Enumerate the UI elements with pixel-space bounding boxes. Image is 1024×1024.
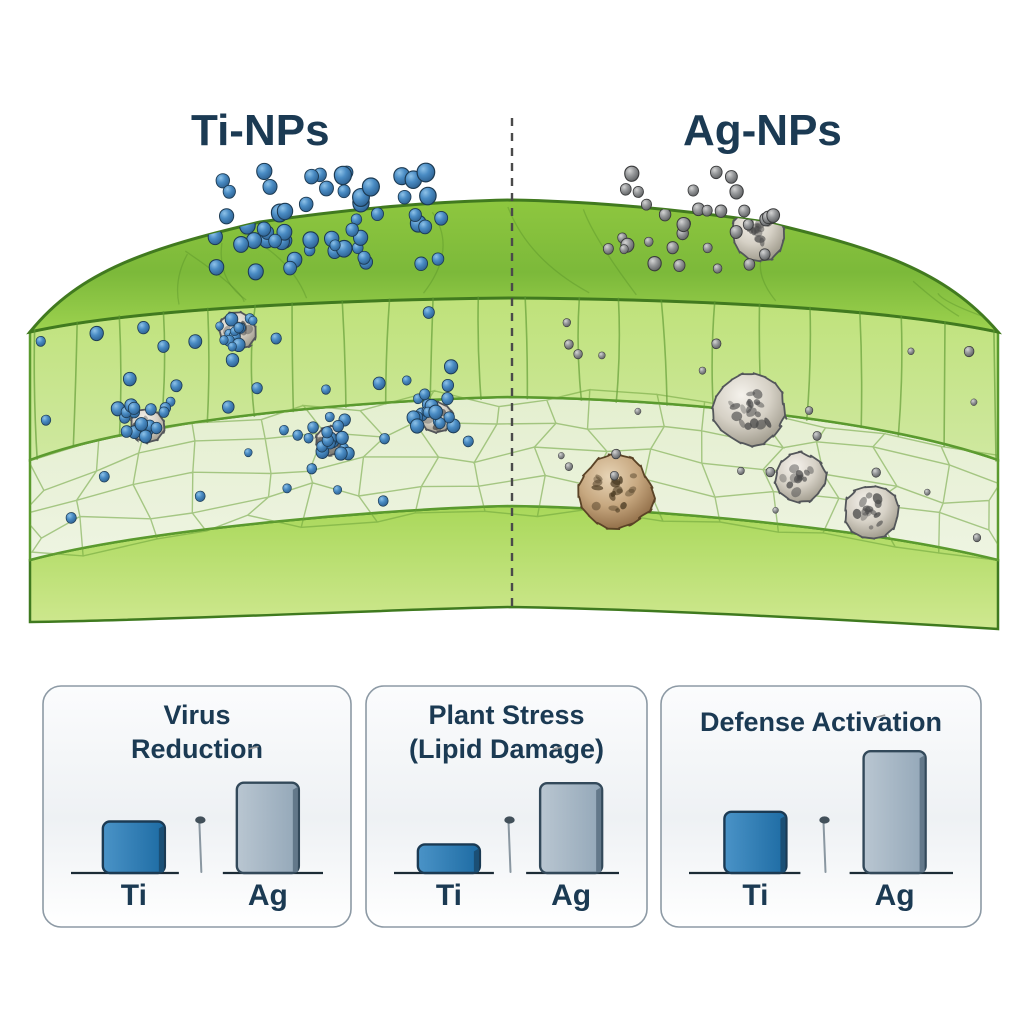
svg-text:Defense Activation: Defense Activation [700,707,942,737]
svg-text:Virus: Virus [163,700,230,730]
svg-text:Ag: Ag [875,879,915,912]
svg-text:(Lipid Damage): (Lipid Damage) [409,734,604,764]
svg-text:Reduction: Reduction [131,734,263,764]
svg-text:Ti: Ti [121,879,147,912]
svg-text:Plant Stress: Plant Stress [428,700,584,730]
svg-text:Ti: Ti [436,879,462,912]
svg-text:Ti: Ti [742,879,768,912]
svg-text:Ag: Ag [551,879,591,912]
svg-text:Ag: Ag [248,879,288,912]
